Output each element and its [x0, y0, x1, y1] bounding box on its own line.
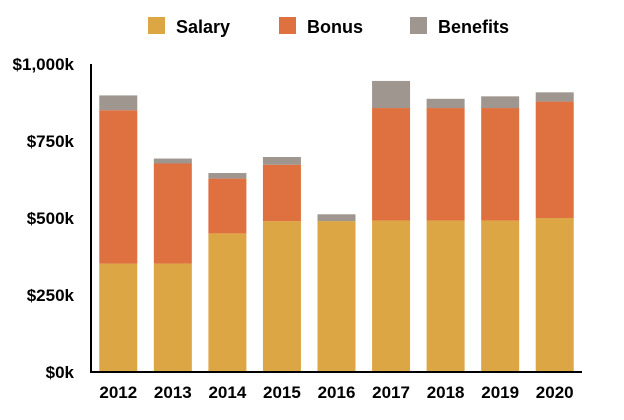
bar-benefits-2016	[317, 214, 356, 222]
bar-salary-2013	[153, 263, 192, 372]
bar-benefits-2020	[535, 92, 574, 102]
x-tick-label: 2018	[427, 383, 465, 402]
legend-label-salary: Salary	[176, 17, 230, 37]
bar-salary-2017	[372, 220, 411, 372]
bar-benefits-2018	[426, 98, 465, 109]
bar-bonus-2014	[208, 178, 247, 234]
x-tick-label: 2013	[154, 383, 192, 402]
bar-benefits-2012	[99, 95, 138, 111]
y-tick-label: $250k	[27, 286, 75, 305]
y-tick-label: $750k	[27, 132, 75, 151]
bar-bonus-2020	[535, 101, 574, 218]
bar-benefits-2017	[372, 80, 411, 109]
bar-benefits-2013	[153, 158, 192, 164]
x-tick-label: 2017	[372, 383, 410, 402]
bar-salary-2019	[481, 220, 520, 372]
bars	[99, 80, 574, 372]
x-tick-label: 2012	[99, 383, 137, 402]
x-axis-tick-labels: 2012 2013 2014 2015 2016 2017 2018 2019 2020	[99, 383, 573, 402]
bar-salary-2020	[535, 218, 574, 372]
x-tick-label: 2014	[208, 383, 246, 402]
y-tick-label: $0k	[46, 363, 75, 382]
bar-bonus-2013	[153, 163, 192, 264]
bar-salary-2015	[262, 221, 301, 372]
legend-label-benefits: Benefits	[438, 17, 509, 37]
bar-benefits-2019	[481, 96, 520, 109]
bar-salary-2012	[99, 263, 138, 372]
legend-swatch-salary	[148, 17, 165, 34]
bar-bonus-2017	[372, 108, 411, 221]
y-tick-label: $1,000k	[13, 55, 75, 74]
bar-salary-2016	[317, 221, 356, 372]
bar-bonus-2012	[99, 110, 138, 264]
bar-benefits-2014	[208, 173, 247, 179]
y-tick-label: $500k	[27, 209, 75, 228]
x-tick-label: 2016	[318, 383, 356, 402]
bar-salary-2018	[426, 220, 465, 372]
x-tick-label: 2015	[263, 383, 301, 402]
legend-swatch-benefits	[410, 17, 427, 34]
bar-bonus-2019	[481, 108, 520, 221]
legend-swatch-bonus	[279, 17, 296, 34]
x-tick-label: 2019	[481, 383, 519, 402]
bar-bonus-2015	[262, 164, 301, 222]
bar-benefits-2015	[262, 157, 301, 165]
bar-bonus-2018	[426, 108, 465, 221]
legend-label-bonus: Bonus	[307, 17, 363, 37]
x-tick-label: 2020	[536, 383, 574, 402]
y-axis-tick-labels: $0k $250k $500k $750k $1,000k	[13, 55, 75, 382]
bar-salary-2014	[208, 233, 247, 372]
legend: Salary Bonus Benefits	[148, 17, 509, 37]
